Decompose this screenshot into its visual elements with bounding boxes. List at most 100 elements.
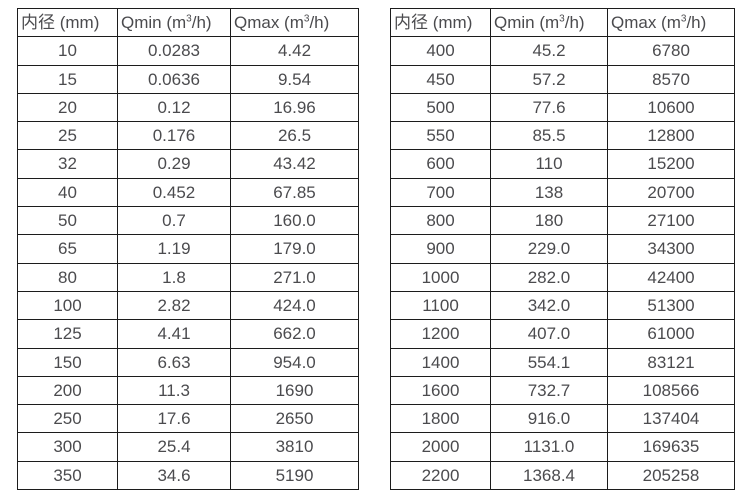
- qmax-cell: 83121: [607, 347, 735, 377]
- header-qmax-pre: Qmax (m: [234, 13, 304, 32]
- table-row: 900 229.0 34300: [390, 234, 735, 264]
- qmax-cell: 10600: [607, 92, 735, 123]
- header-qmax-superscript: 3: [303, 13, 310, 25]
- table-body-large-diameters: 400 45.2 6780 450 57.2 8570 500 77.6 10600 550 85.…: [390, 36, 735, 490]
- qmin-cell: 1.8: [117, 262, 231, 292]
- qmax-cell: 61000: [607, 319, 735, 349]
- table-row: 50 0.7 160.0: [17, 206, 359, 236]
- table-row: 500 77.6 10600: [390, 92, 735, 123]
- table-row: 450 57.2 8570: [390, 64, 735, 94]
- table-row: 2200 1368.4 205258: [390, 460, 735, 490]
- qmax-cell: 662.0: [230, 319, 359, 349]
- table-row: 10 0.0283 4.42: [17, 36, 359, 66]
- qmin-cell: 6.63: [117, 347, 231, 377]
- table-row: 65 1.19 179.0: [17, 234, 359, 264]
- header-qmax-post: /h): [686, 13, 707, 32]
- qmin-cell: 1.19: [117, 234, 231, 264]
- table-row: 1100 342.0 51300: [390, 290, 735, 321]
- diameter-cell: 1000: [390, 262, 491, 292]
- qmax-cell: 27100: [607, 206, 735, 236]
- table-row: 2000 1131.0 169635: [390, 432, 735, 462]
- header-qmin-pre: Qmin (m: [494, 13, 560, 32]
- diameter-cell: 32: [17, 149, 118, 179]
- qmax-cell: 424.0: [230, 290, 359, 321]
- qmax-cell: 5190: [230, 460, 359, 490]
- qmax-cell: 169635: [607, 432, 735, 462]
- qmax-cell: 26.5: [230, 121, 359, 151]
- diameter-cell: 50: [17, 206, 118, 236]
- diameter-cell: 100: [17, 290, 118, 321]
- table-row: 1200 407.0 61000: [390, 319, 735, 349]
- diameter-cell: 250: [17, 404, 118, 434]
- table-row: 1000 282.0 42400: [390, 262, 735, 292]
- diameter-cell: 1600: [390, 375, 491, 406]
- qmin-cell: 282.0: [490, 262, 608, 292]
- header-diameter: 内径 (mm): [17, 7, 118, 38]
- qmin-cell: 1131.0: [490, 432, 608, 462]
- table-row: 200 11.3 1690: [17, 375, 359, 406]
- diameter-cell: 1800: [390, 404, 491, 434]
- diameter-cell: 900: [390, 234, 491, 264]
- diameter-cell: 15: [17, 64, 118, 94]
- qmin-cell: 916.0: [490, 404, 608, 434]
- table-row: 300 25.4 3810: [17, 432, 359, 462]
- qmax-cell: 4.42: [230, 36, 359, 66]
- diameter-cell: 10: [17, 36, 118, 66]
- table-row: 32 0.29 43.42: [17, 149, 359, 179]
- qmax-cell: 42400: [607, 262, 735, 292]
- qmax-cell: 137404: [607, 404, 735, 434]
- table-row: 15 0.0636 9.54: [17, 64, 359, 94]
- qmax-cell: 51300: [607, 290, 735, 321]
- header-qmin-superscript: 3: [559, 13, 565, 25]
- qmin-cell: 0.0283: [117, 36, 231, 66]
- qmin-cell: 45.2: [490, 36, 608, 66]
- table-row: 700 138 20700: [390, 177, 735, 208]
- qmax-cell: 9.54: [230, 64, 359, 94]
- qmin-cell: 4.41: [117, 319, 231, 349]
- qmin-cell: 25.4: [117, 432, 231, 462]
- qmin-cell: 85.5: [490, 121, 608, 151]
- diameter-cell: 2200: [390, 460, 491, 490]
- diameter-cell: 550: [390, 121, 491, 151]
- table-row: 400 45.2 6780: [390, 36, 735, 66]
- qmax-cell: 20700: [607, 177, 735, 208]
- qmin-cell: 0.176: [117, 121, 231, 151]
- table-row: 25 0.176 26.5: [17, 121, 359, 151]
- table-row: 125 4.41 662.0: [17, 319, 359, 349]
- diameter-cell: 125: [17, 319, 118, 349]
- qmin-cell: 11.3: [117, 375, 231, 406]
- qmax-cell: 954.0: [230, 347, 359, 377]
- qmax-cell: 43.42: [230, 149, 359, 179]
- qmin-cell: 732.7: [490, 375, 608, 406]
- qmin-cell: 407.0: [490, 319, 608, 349]
- header-qmin-pre: Qmin (m: [121, 13, 187, 32]
- qmax-cell: 16.96: [230, 92, 359, 123]
- header-qmax-post: /h): [309, 13, 330, 32]
- qmin-cell: 554.1: [490, 347, 608, 377]
- qmin-cell: 2.82: [117, 290, 231, 321]
- header-qmin: Qmin (m3/h): [490, 7, 608, 38]
- table-row: 1400 554.1 83121: [390, 347, 735, 377]
- diameter-cell: 350: [17, 460, 118, 490]
- diameter-cell: 25: [17, 121, 118, 151]
- table-row: 600 110 15200: [390, 149, 735, 179]
- diameter-cell: 450: [390, 64, 491, 94]
- header-qmin: Qmin (m3/h): [117, 7, 231, 38]
- diameter-cell: 600: [390, 149, 491, 179]
- header-qmax-pre: Qmax (m: [611, 13, 681, 32]
- table-row: 80 1.8 271.0: [17, 262, 359, 292]
- qmax-cell: 108566: [607, 375, 735, 406]
- qmax-cell: 6780: [607, 36, 735, 66]
- header-qmax: Qmax (m3/h): [607, 7, 735, 38]
- diameter-cell: 2000: [390, 432, 491, 462]
- diameter-cell: 700: [390, 177, 491, 208]
- qmax-cell: 15200: [607, 149, 735, 179]
- diameter-cell: 1100: [390, 290, 491, 321]
- qmax-cell: 67.85: [230, 177, 359, 208]
- diameter-cell: 1400: [390, 347, 491, 377]
- table-row: 100 2.82 424.0: [17, 290, 359, 321]
- qmax-cell: 2650: [230, 404, 359, 434]
- qmax-cell: 205258: [607, 460, 735, 490]
- flow-table-small-diameters: 内径 (mm) Qmin (m3/h) Qmax (m3/h) 10 0.0283…: [17, 7, 359, 490]
- header-row: 内径 (mm) Qmin (m3/h) Qmax (m3/h): [390, 7, 735, 38]
